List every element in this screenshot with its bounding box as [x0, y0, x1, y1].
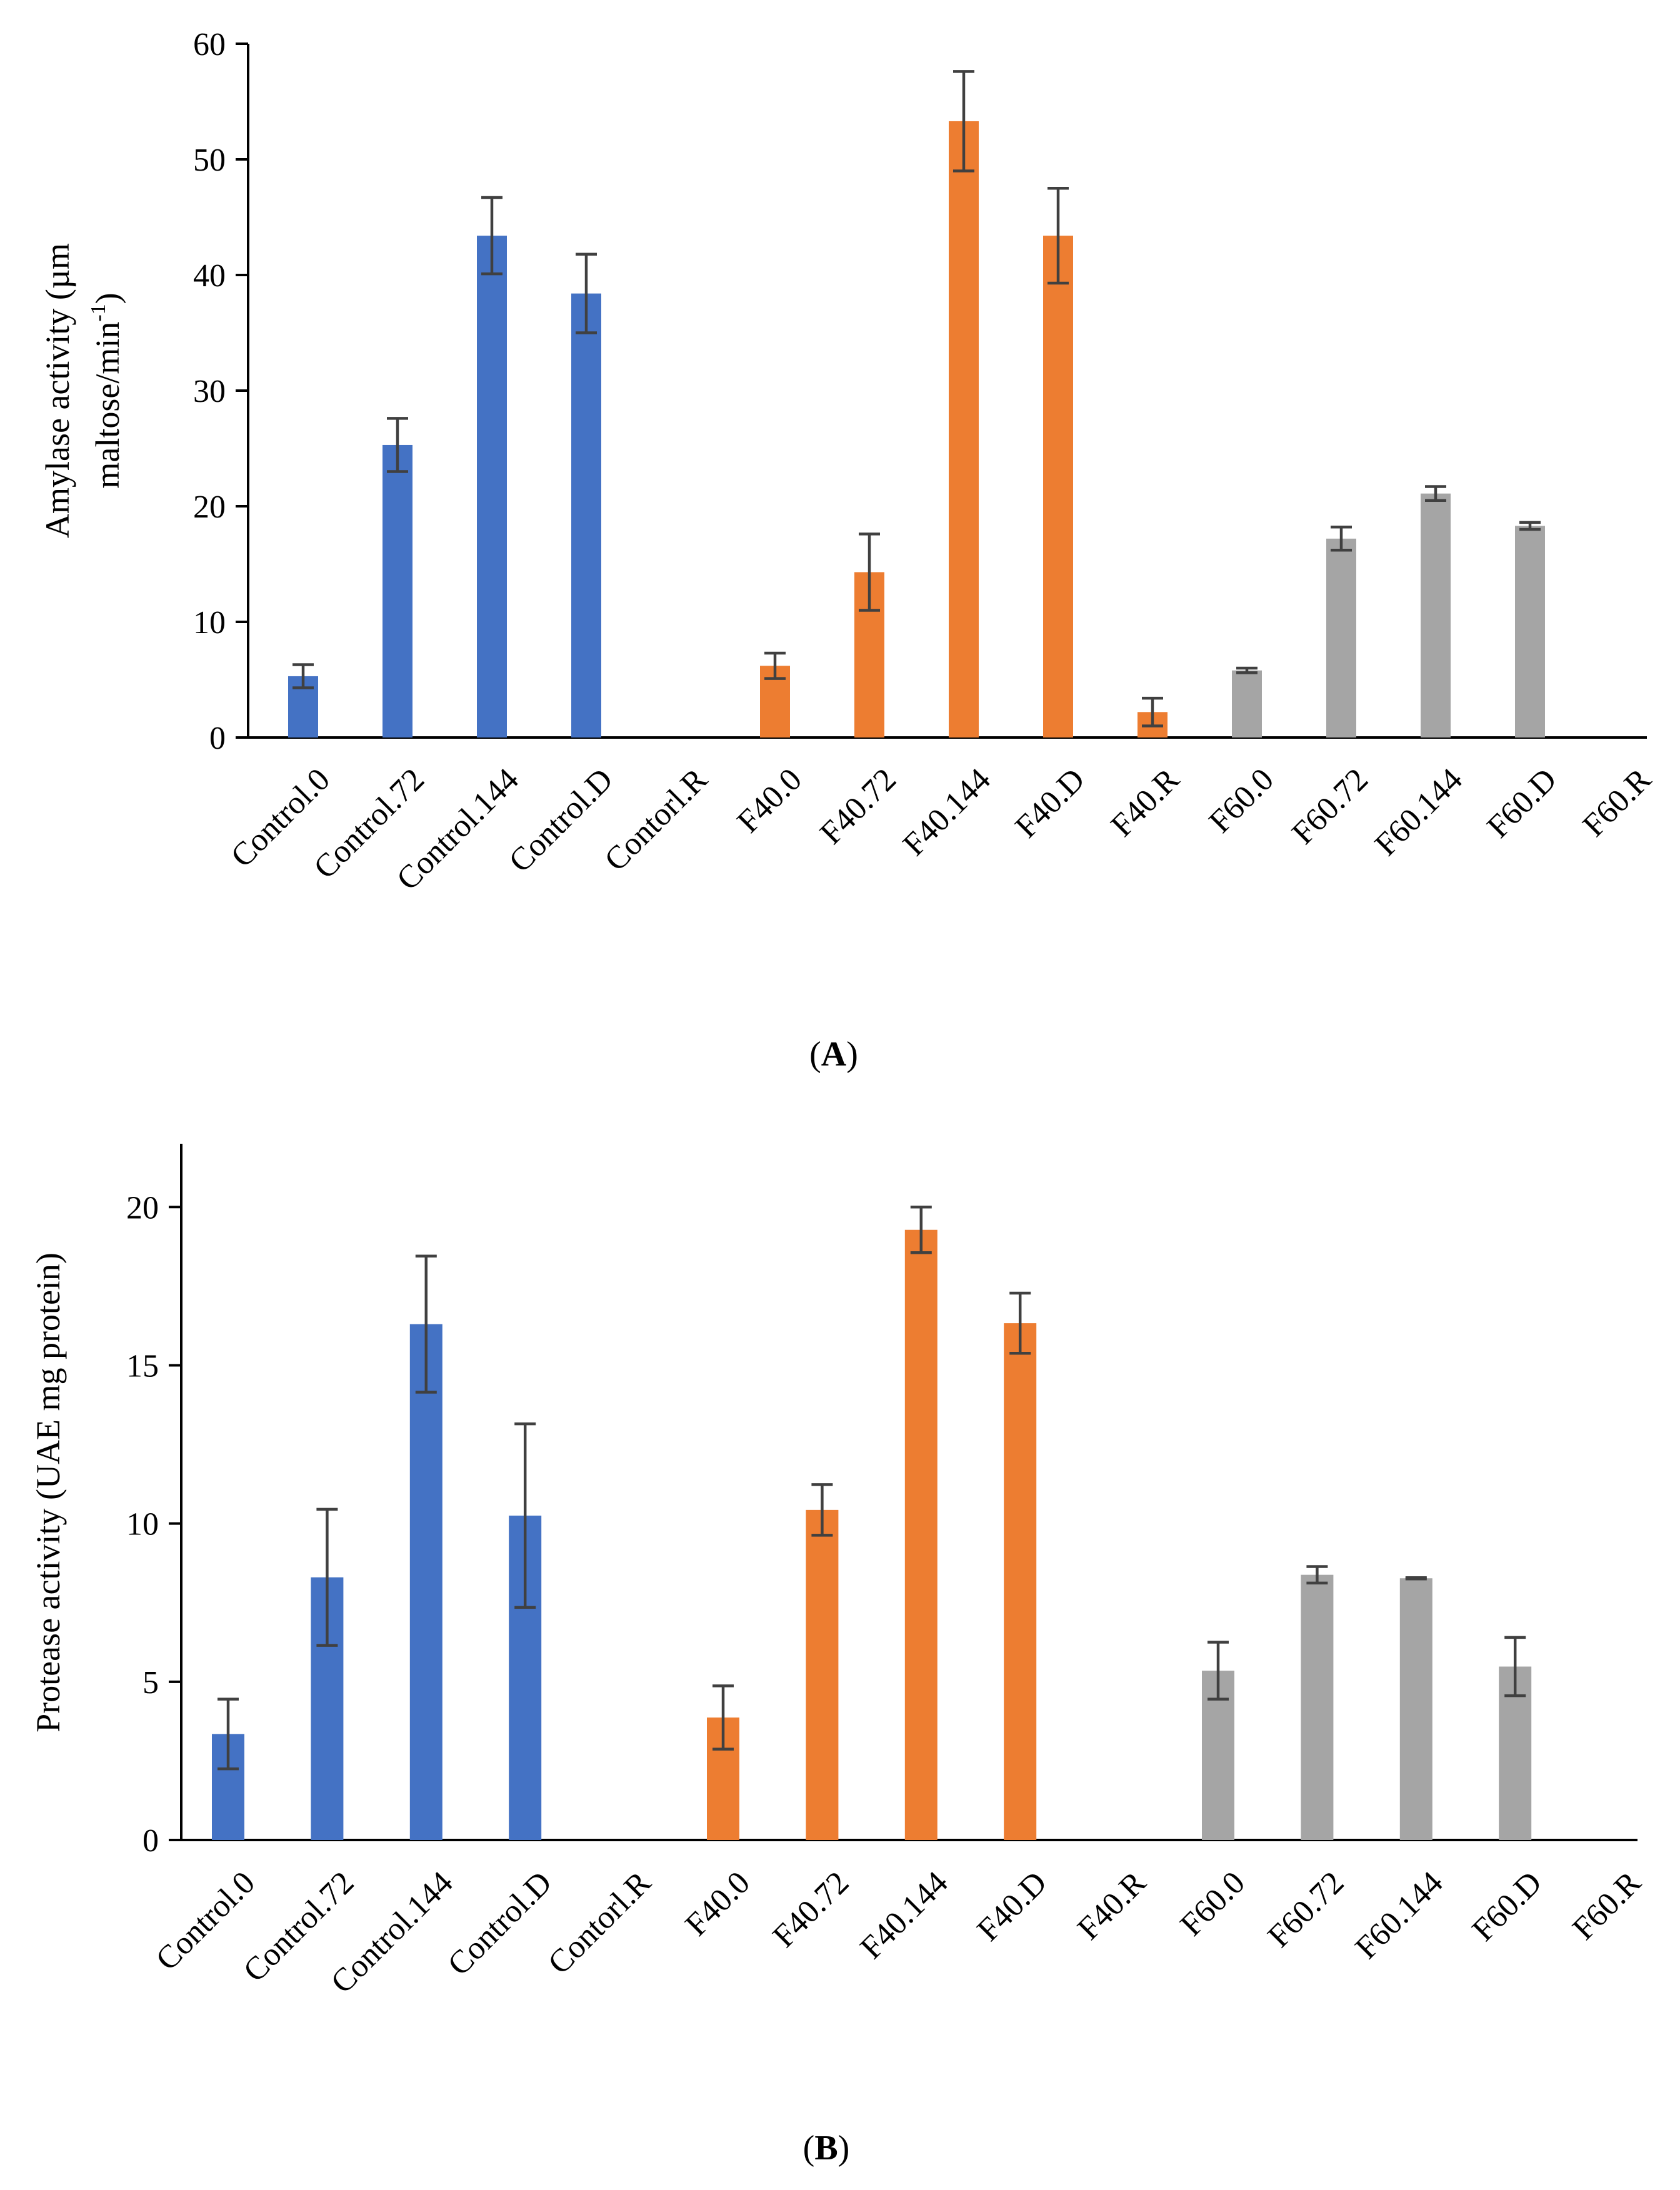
category-label: F60.R — [1566, 1864, 1648, 1946]
bar — [1421, 493, 1451, 738]
error-bar — [1208, 1641, 1229, 1701]
error-bar — [1519, 521, 1541, 531]
bar — [382, 444, 412, 738]
category-label: Control.D — [502, 762, 620, 879]
bar — [1515, 526, 1545, 738]
category-label: F40.72 — [766, 1865, 856, 1954]
error-bar — [415, 1254, 437, 1394]
category-label: F40.144 — [854, 1865, 955, 1966]
category-label: Contorl.R — [541, 1864, 658, 1981]
y-tick-label: 60 — [193, 27, 226, 62]
error-bar — [292, 663, 314, 689]
error-bar — [1142, 696, 1163, 728]
error-bar — [316, 1508, 338, 1647]
bar — [1301, 1574, 1334, 1840]
y-tick-label: 30 — [193, 374, 226, 409]
error-bar — [811, 1483, 833, 1537]
y-tick-label: 0 — [142, 1823, 159, 1859]
category-label: Contorl.R — [598, 761, 715, 878]
y-tick-label: 10 — [193, 605, 226, 641]
error-bar — [576, 252, 597, 334]
category-label: F40.R — [1104, 761, 1186, 843]
panel-label-b: (B) — [803, 2129, 850, 2168]
error-bar — [1306, 1565, 1328, 1585]
y-tick-label: 5 — [142, 1665, 159, 1701]
error-bar — [764, 651, 786, 680]
bar — [904, 1229, 938, 1840]
category-label: F60.144 — [1349, 1865, 1450, 1966]
y-tick-label: 15 — [126, 1348, 159, 1384]
y-tick-label: 40 — [193, 258, 226, 294]
category-label: F60.0 — [1174, 1865, 1252, 1943]
category-label: F60.144 — [1368, 762, 1469, 863]
amylase-chart: 0 10 20 30 40 50 60 Amylase activity (µm maltose… — [39, 27, 1658, 898]
panel-label-a: (A) — [809, 1035, 858, 1074]
y-axis-title: Protease activity (UAE mg protein) — [29, 1252, 67, 1732]
category-label: F40.0 — [731, 762, 809, 840]
error-bar — [859, 532, 880, 612]
error-bar — [481, 196, 502, 276]
error-bar — [1331, 526, 1352, 552]
category-label: F60.D — [1466, 1865, 1549, 1948]
category-label: F60.72 — [1285, 762, 1374, 851]
category-label: F60.0 — [1202, 762, 1281, 840]
error-bar — [387, 417, 408, 473]
bar — [1326, 538, 1356, 738]
y-tick-label: 0 — [209, 721, 226, 756]
category-label: F40.R — [1071, 1864, 1152, 1946]
error-bar — [1425, 485, 1446, 502]
category-label: F40.D — [971, 1865, 1054, 1948]
category-label: F40.72 — [813, 762, 902, 851]
y-tick-label: 10 — [126, 1507, 159, 1542]
error-bar — [514, 1422, 536, 1609]
error-bar — [1504, 1636, 1526, 1698]
category-label: F60.R — [1576, 761, 1658, 843]
y-tick-label: 20 — [126, 1190, 159, 1226]
category-label: F60.72 — [1261, 1865, 1351, 1954]
bar — [949, 121, 979, 738]
error-bar — [1405, 1576, 1427, 1581]
y-axis-title: maltose/min-1) — [87, 292, 126, 488]
protease-chart: 0 5 10 15 20 Protease activity (UAE mg protei… — [29, 1144, 1648, 2001]
category-label: F40.144 — [896, 762, 998, 863]
category-label: F40.D — [1009, 762, 1092, 845]
error-bar — [1009, 1291, 1031, 1355]
category-label: F60.D — [1481, 762, 1564, 845]
error-bar — [1236, 666, 1258, 674]
bar — [1399, 1578, 1432, 1840]
y-tick-label: 20 — [193, 489, 226, 525]
error-bar — [1048, 187, 1069, 285]
error-bar — [910, 1206, 932, 1254]
bar — [1232, 670, 1262, 738]
bar — [806, 1509, 839, 1840]
bar — [1004, 1323, 1037, 1840]
error-bar — [712, 1684, 734, 1751]
bar — [571, 293, 601, 738]
error-bar — [953, 70, 974, 172]
bar — [409, 1324, 442, 1840]
y-tick-label: 50 — [193, 142, 226, 178]
y-axis-title: Amylase activity (µm — [39, 243, 76, 538]
category-label: F40.0 — [679, 1865, 757, 1943]
category-label: Control.D — [441, 1865, 559, 1982]
error-bar — [218, 1698, 239, 1771]
bar — [1043, 236, 1073, 738]
bar — [477, 236, 507, 738]
